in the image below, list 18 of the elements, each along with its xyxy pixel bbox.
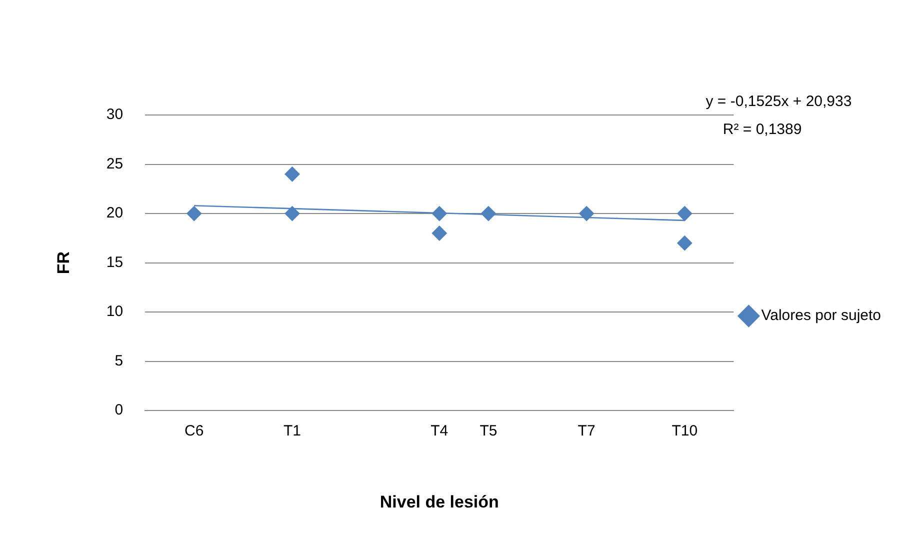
x-tick-label: T4 — [430, 422, 448, 440]
text: y = -0,1525x + 20,933 — [706, 93, 852, 110]
x-tick-label: T5 — [480, 422, 498, 440]
x-tick-label: T10 — [672, 422, 698, 440]
y-axis-title: FR — [54, 251, 73, 274]
y-tick-label: 20 — [106, 204, 124, 222]
x-tick-label: T7 — [578, 422, 596, 440]
y-tick-label: 30 — [106, 106, 124, 124]
x-axis-title: Nivel de lesión — [380, 492, 499, 512]
y-tick-label: 25 — [106, 155, 124, 172]
y-tick-label: 15 — [106, 254, 124, 271]
x-tick-label: T1 — [283, 422, 301, 440]
y-tick-label: 0 — [114, 402, 124, 419]
y-tick-label: 5 — [114, 352, 124, 370]
legend-label: Valores por sujeto — [761, 307, 882, 324]
x-tick-label: C6 — [184, 422, 204, 440]
annotation: R² = 0,1389 — [722, 121, 802, 138]
y-tick-label: 10 — [106, 303, 124, 320]
